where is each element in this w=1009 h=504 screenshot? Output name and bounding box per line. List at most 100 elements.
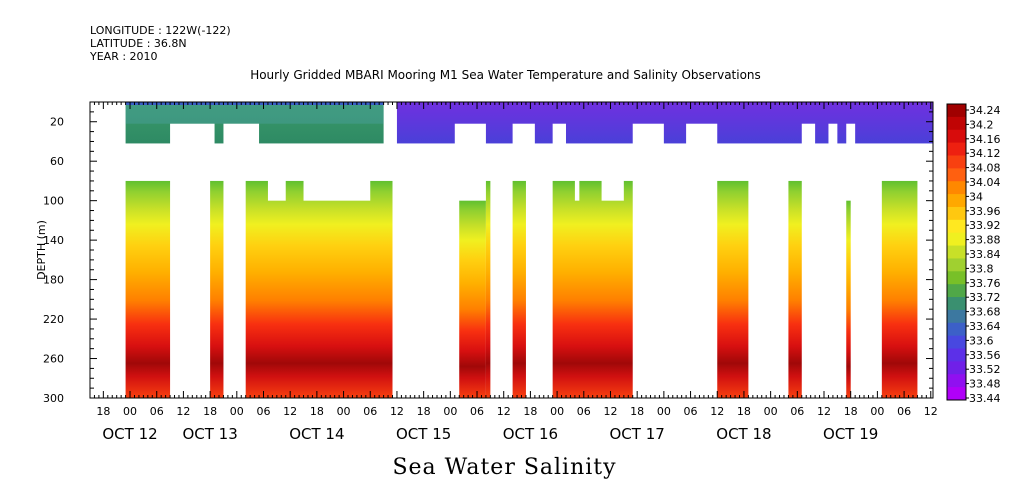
colorbar-label: 34.2 bbox=[969, 118, 994, 131]
x-hour-label: 12 bbox=[283, 405, 297, 418]
colorbar-label: 33.56 bbox=[969, 349, 1001, 362]
y-tick-label: 260 bbox=[43, 353, 64, 366]
x-hour-label: 18 bbox=[203, 405, 217, 418]
depth-gap bbox=[752, 179, 767, 201]
x-day-label: OCT 12 bbox=[102, 425, 157, 443]
colorbar-swatch bbox=[947, 258, 966, 272]
surface-gap bbox=[801, 123, 816, 145]
x-hour-label: 18 bbox=[523, 405, 537, 418]
x-day-label: OCT 19 bbox=[823, 425, 878, 443]
y-tick-label: 180 bbox=[43, 274, 64, 287]
colorbar-label: 33.6 bbox=[969, 334, 994, 347]
colorbar-swatch bbox=[947, 309, 966, 324]
x-day-label: OCT 15 bbox=[396, 425, 451, 443]
surface-gap bbox=[686, 123, 718, 145]
x-hour-label: 00 bbox=[870, 405, 884, 418]
colorbar-label: 34 bbox=[969, 190, 983, 203]
surface-gap bbox=[828, 123, 838, 145]
x-day-label: OCT 13 bbox=[182, 425, 237, 443]
colorbar-label: 33.48 bbox=[969, 378, 1001, 391]
colorbar-label: 34.04 bbox=[969, 176, 1001, 189]
surface-gap bbox=[170, 123, 215, 145]
x-hour-label: 12 bbox=[176, 405, 190, 418]
x-hour-label: 12 bbox=[710, 405, 724, 418]
salinity-segment bbox=[210, 180, 224, 398]
colorbar-label: 33.68 bbox=[969, 306, 1001, 319]
colorbar-swatch bbox=[947, 219, 966, 234]
x-day-label: OCT 17 bbox=[610, 425, 665, 443]
x-hour-label: 06 bbox=[256, 405, 270, 418]
colorbar-swatch bbox=[947, 322, 966, 337]
x-hour-label: 12 bbox=[603, 405, 617, 418]
surface-band-early-top bbox=[125, 102, 384, 124]
salinity-segment bbox=[788, 180, 802, 398]
variable-label: Sea Water Salinity bbox=[392, 455, 617, 480]
chart-title: Hourly Gridded MBARI Mooring M1 Sea Wate… bbox=[0, 68, 1009, 82]
colorbar-label: 33.52 bbox=[969, 363, 1001, 376]
colorbar-swatch bbox=[947, 206, 966, 221]
colorbar-label: 34.24 bbox=[969, 104, 1001, 117]
y-axis-label: DEPTH (m) bbox=[35, 220, 48, 280]
x-day-label: OCT 18 bbox=[716, 425, 771, 443]
x-hour-label: 00 bbox=[230, 405, 244, 418]
y-tick-label: 220 bbox=[43, 313, 64, 326]
plot-area bbox=[90, 102, 934, 398]
x-hour-label: 12 bbox=[390, 405, 404, 418]
x-hour-label: 18 bbox=[417, 405, 431, 418]
colorbar-label: 33.88 bbox=[969, 234, 1001, 247]
colorbar-label: 34.12 bbox=[969, 147, 1001, 160]
x-hour-label: 00 bbox=[550, 405, 564, 418]
metadata-block: LONGITUDE : 122W(-122) LATITUDE : 36.8N … bbox=[90, 24, 231, 63]
x-hour-label: 12 bbox=[817, 405, 831, 418]
colorbar-swatch bbox=[947, 104, 966, 118]
latitude-text: LATITUDE : 36.8N bbox=[90, 37, 187, 50]
colorbar-label: 33.96 bbox=[969, 205, 1001, 218]
salinity-segment bbox=[717, 180, 749, 398]
x-hour-label: 18 bbox=[96, 405, 110, 418]
y-tick-label: 20 bbox=[50, 116, 64, 129]
colorbar-swatch bbox=[947, 245, 966, 259]
x-hour-label: 06 bbox=[790, 405, 804, 418]
x-day-label: OCT 16 bbox=[503, 425, 558, 443]
colorbar-label: 33.72 bbox=[969, 291, 1001, 304]
colorbar-label: 34.08 bbox=[969, 162, 1001, 175]
colorbar-swatch bbox=[947, 271, 966, 285]
colorbar-swatch bbox=[947, 168, 966, 182]
colorbar-swatch bbox=[947, 387, 966, 401]
colorbar-swatch bbox=[947, 129, 966, 144]
colorbar-label: 33.84 bbox=[969, 248, 1001, 261]
y-tick-label: 140 bbox=[43, 234, 64, 247]
surface-gap bbox=[846, 123, 856, 145]
salinity-segment bbox=[245, 180, 393, 398]
x-hour-label: 06 bbox=[363, 405, 377, 418]
colorbar-swatch bbox=[947, 284, 966, 298]
colorbar-swatch bbox=[947, 297, 966, 311]
x-hour-label: 18 bbox=[844, 405, 858, 418]
y-tick-label: 60 bbox=[50, 155, 64, 168]
x-hour-label: 12 bbox=[497, 405, 511, 418]
longitude-text: LONGITUDE : 122W(-122) bbox=[90, 24, 231, 37]
surface-gap bbox=[552, 123, 566, 145]
surface-gap bbox=[512, 123, 535, 145]
x-hour-label: 06 bbox=[470, 405, 484, 418]
salinity-segment bbox=[459, 200, 486, 398]
colorbar-swatch bbox=[947, 116, 966, 131]
x-hour-label: 00 bbox=[764, 405, 778, 418]
x-hour-label: 00 bbox=[443, 405, 457, 418]
salinity-segment bbox=[485, 180, 491, 398]
colorbar-swatch bbox=[947, 155, 966, 169]
depth-gap bbox=[601, 179, 624, 201]
y-tick-label: 300 bbox=[43, 392, 64, 405]
x-hour-label: 06 bbox=[150, 405, 164, 418]
x-hour-label: 00 bbox=[123, 405, 137, 418]
x-hour-label: 12 bbox=[924, 405, 938, 418]
chart-title-text: Hourly Gridded MBARI Mooring M1 Sea Wate… bbox=[250, 68, 761, 82]
x-hour-label: 00 bbox=[337, 405, 351, 418]
salinity-segment bbox=[125, 180, 171, 398]
colorbar-swatch bbox=[947, 361, 966, 375]
colorbar-label: 33.44 bbox=[969, 392, 1001, 405]
surface-gap bbox=[632, 123, 664, 145]
salinity-segment bbox=[512, 180, 526, 398]
